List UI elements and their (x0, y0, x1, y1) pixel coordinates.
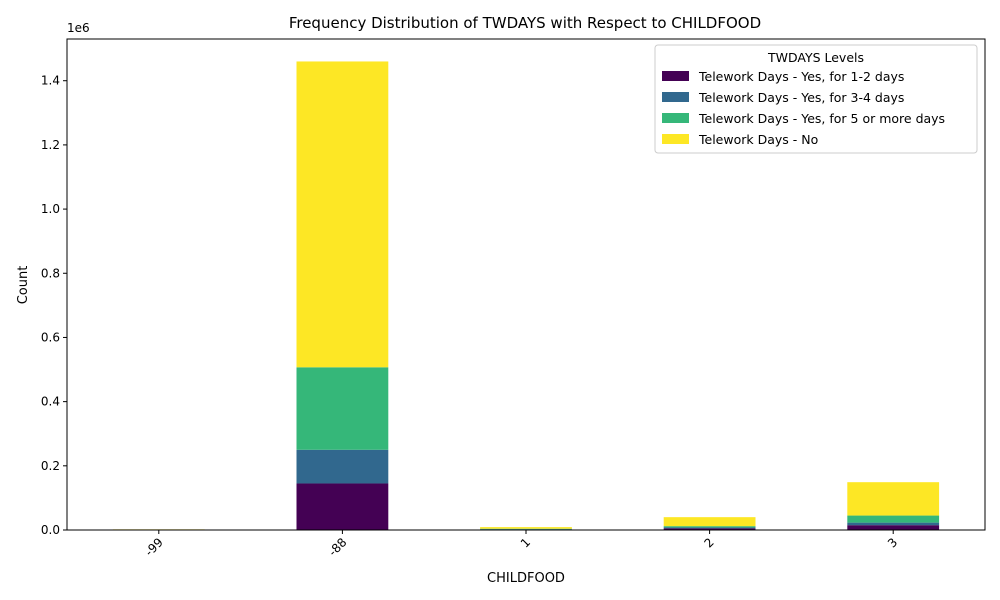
x-tick-label: -88 (326, 535, 350, 559)
bar-segment-3-series-1 (847, 525, 940, 530)
bar-segment-2-series-3 (663, 526, 756, 528)
legend-swatch (662, 134, 689, 144)
bar-segment-2-series-4 (663, 517, 756, 527)
legend: TWDAYS Levels Telework Days - Yes, for 1… (654, 44, 978, 154)
y-tick-label: 0.2 (41, 459, 60, 473)
y-tick-label: 0.0 (41, 523, 60, 537)
y-axis-ticks: 0.0 0.2 0.4 0.6 0.8 1.0 1.2 1.4 (41, 74, 67, 537)
x-tick-label: 3 (885, 535, 900, 550)
y-tick-label: 1.2 (41, 138, 60, 152)
legend-entry-label: Telework Days - Yes, for 5 or more days (698, 111, 945, 126)
y-scale-label: 1e6 (67, 21, 90, 35)
bar-segment-3-series-4 (847, 482, 940, 516)
bar-segment--88-series-3 (296, 367, 389, 450)
x-axis-ticks: -99 -88 1 2 3 (142, 530, 900, 559)
legend-frame (654, 44, 978, 154)
chart-title: Frequency Distribution of TWDAYS with Re… (289, 14, 761, 32)
bar-segment-3-series-2 (847, 522, 940, 526)
bar-segment--88-series-4 (296, 61, 389, 368)
legend-swatch (662, 113, 689, 123)
x-tick-label: 2 (701, 535, 716, 550)
legend-entry-label: Telework Days - No (698, 132, 818, 147)
legend-swatch (662, 71, 689, 81)
bar-segment-2-series-1 (663, 528, 756, 530)
x-axis-label: CHILDFOOD (487, 571, 565, 586)
y-tick-label: 1.4 (41, 74, 60, 88)
x-tick-label: -99 (142, 535, 166, 559)
legend-swatch (662, 92, 689, 102)
bar-segment-1-series-4 (480, 527, 572, 529)
y-tick-label: 0.6 (41, 330, 60, 344)
bar-segment--88-series-1 (296, 483, 389, 530)
legend-entry-label: Telework Days - Yes, for 3-4 days (698, 90, 904, 105)
bars (112, 61, 940, 530)
bar-segment--88-series-2 (296, 449, 389, 484)
y-axis-label: Count (16, 266, 31, 305)
y-tick-label: 0.4 (41, 395, 60, 409)
legend-title: TWDAYS Levels (767, 50, 864, 65)
y-tick-label: 1.0 (41, 202, 60, 216)
bar-segment-3-series-3 (847, 515, 940, 523)
bar-segment-2-series-2 (663, 527, 756, 529)
x-tick-label: 1 (518, 535, 533, 550)
y-tick-label: 0.8 (41, 266, 60, 280)
legend-entry-label: Telework Days - Yes, for 1-2 days (698, 69, 904, 84)
